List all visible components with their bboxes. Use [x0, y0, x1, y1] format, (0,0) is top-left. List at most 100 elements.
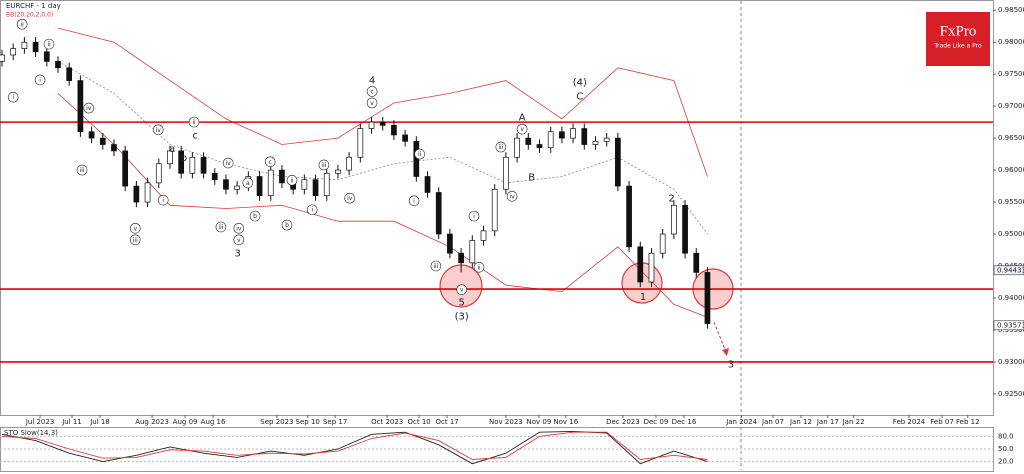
wave-label: iii: [498, 144, 503, 151]
candle-body: [301, 179, 308, 190]
wave-label: iv: [156, 127, 162, 134]
candle-body: [88, 131, 95, 139]
wave-label: i: [311, 207, 313, 214]
wave-label: iii: [321, 162, 326, 169]
candle-body: [32, 41, 39, 53]
x-tick-label: Feb 2024: [893, 418, 926, 426]
wave-circle: [157, 194, 169, 206]
candle-body: [671, 204, 677, 235]
candle-body: [424, 176, 431, 193]
wave-label: i: [39, 77, 41, 84]
wave-label: c: [370, 88, 373, 95]
wave-label: ii: [20, 21, 24, 28]
wave-circle: [306, 204, 318, 216]
price-label: 0.93573: [997, 321, 1024, 329]
x-tick-label: Aug 2023: [135, 418, 169, 426]
wave-circle: [249, 210, 261, 222]
candle-body: [200, 156, 207, 174]
wave-label: i: [413, 198, 415, 205]
candle-body: [111, 144, 117, 152]
candle-body: [458, 252, 464, 264]
wave-circle: [344, 192, 355, 204]
candle-body: [43, 51, 50, 62]
wave-label: c: [269, 159, 272, 166]
wave-circle: [408, 195, 420, 207]
wave-label: i: [162, 197, 164, 204]
candle-body: [133, 185, 140, 203]
candle-body: [10, 48, 17, 56]
bollinger-lower: [57, 93, 708, 318]
wave-circle: [43, 38, 55, 50]
wave-label: v: [237, 237, 241, 244]
x-tick-label: Dec 09: [644, 418, 669, 426]
candle-body: [77, 80, 84, 133]
wave-label: ii: [290, 177, 294, 184]
x-tick-label: Sep 17: [323, 418, 347, 426]
wave-circle: [83, 102, 95, 114]
bollinger-middle: [57, 61, 708, 235]
logo-name: FxPro: [940, 23, 977, 39]
candle-body: [21, 41, 28, 49]
wave-circle: [34, 74, 46, 86]
wave-circle: [516, 123, 528, 135]
price-label-box: [993, 265, 1024, 276]
wave-label: c: [192, 130, 198, 141]
wave-circle: [215, 221, 227, 233]
wave-label: iii: [133, 237, 138, 244]
logo-box: [926, 12, 990, 66]
candle-body: [0, 54, 5, 62]
wave-label: (3): [455, 311, 469, 322]
wave-circle: [16, 18, 28, 30]
candle-body: [402, 134, 408, 142]
x-tick-label: Nov 2023: [489, 418, 523, 426]
candle-body: [559, 131, 565, 139]
chart-subtitle: BB(20,20,2,0,0): [6, 12, 53, 19]
price-frame: [0, 0, 994, 416]
wave-label: b: [253, 213, 257, 220]
x-tick-label: Nov 09: [527, 418, 552, 426]
candle-body: [503, 156, 509, 190]
wave-circle: [281, 219, 293, 231]
wave-label: 1: [640, 292, 646, 303]
candle-body: [536, 144, 543, 149]
candle-body: [357, 128, 364, 158]
chart-title: EURCHF - 1 day: [6, 2, 61, 10]
wave-label: b: [285, 222, 289, 229]
wave-label: v: [520, 126, 524, 133]
wave-label: iv: [236, 225, 242, 232]
stoch-line: [1, 431, 708, 460]
wave-label: ii: [192, 119, 196, 126]
wave-circle: [188, 116, 200, 128]
candle-body: [682, 204, 688, 254]
candle-body: [368, 121, 375, 129]
projection-arrow: [713, 321, 727, 353]
x-tick-label: Sep 10: [296, 418, 320, 426]
wave-label: 5: [458, 297, 464, 308]
candle-body: [693, 252, 700, 273]
wave-circle: [495, 141, 507, 153]
candle-body: [603, 137, 610, 142]
candle-body: [312, 179, 319, 197]
candle-body: [659, 233, 666, 254]
x-tick-label: Aug 16: [201, 418, 226, 426]
wave-label: ii: [47, 41, 51, 48]
wave-label: iii: [80, 167, 85, 174]
candle-body: [525, 137, 532, 145]
wave-circle: [7, 91, 19, 103]
candle-body: [55, 61, 61, 69]
candle-body: [592, 140, 599, 145]
wave-circle: [456, 284, 467, 295]
wave-label: iii: [433, 263, 438, 270]
y-tick-label: 80.0: [998, 432, 1014, 440]
candle-body: [637, 246, 644, 283]
wave-circle: [506, 191, 518, 202]
candle-body: [256, 176, 263, 197]
wave-label: b: [181, 153, 187, 164]
wave-label: i: [473, 213, 475, 220]
wave-circle: [129, 234, 141, 246]
